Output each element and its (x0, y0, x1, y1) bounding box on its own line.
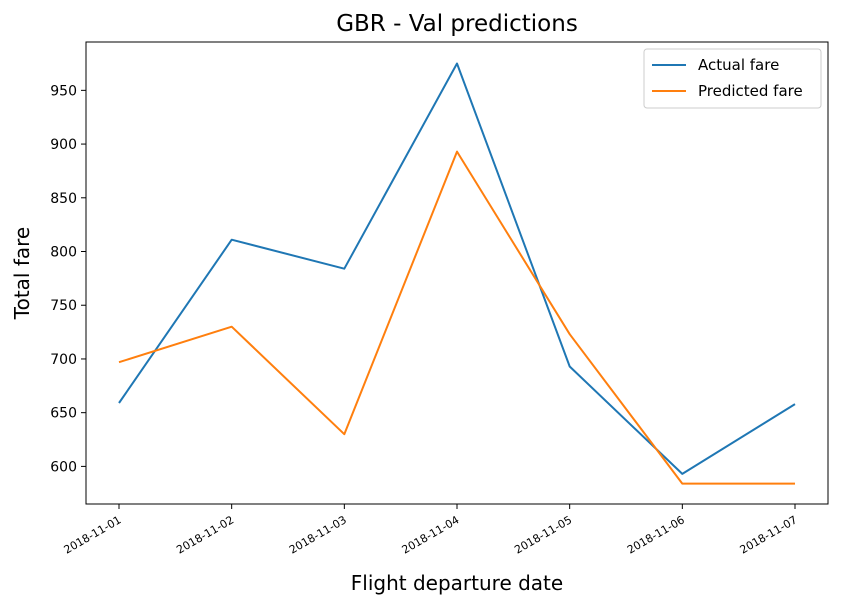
x-axis: 2018-11-01 2018-11-02 2018-11-03 2018-11-04… (62, 504, 800, 557)
y-axis-label: Total fare (10, 227, 34, 320)
x-tick-label: 2018-11-01 (62, 513, 124, 556)
series-line-predicted-fare (118, 150, 795, 485)
series-line-actual-fare (118, 62, 796, 475)
y-tick-label: 600 (50, 459, 77, 475)
x-tick-label: 2018-11-05 (512, 513, 574, 556)
x-tick-label: 2018-11-04 (400, 513, 462, 556)
y-tick-label: 850 (50, 191, 77, 207)
y-tick-label: 750 (50, 298, 77, 314)
y-tick-label: 800 (50, 245, 77, 261)
y-axis: 600 650 700 750 800 850 900 950 (50, 83, 86, 475)
x-tick-label: 2018-11-07 (738, 513, 800, 556)
y-tick-label: 700 (50, 352, 77, 368)
legend-box (643, 48, 822, 109)
x-tick-label: 2018-11-06 (625, 513, 687, 556)
chart-title: GBR - Val predictions (336, 11, 578, 37)
plot-area (85, 41, 829, 505)
legend: Actual fare Predicted fare (643, 48, 822, 109)
y-tick-label: 650 (50, 406, 77, 422)
x-tick-label: 2018-11-03 (287, 513, 349, 556)
legend-entry-label: Actual fare (698, 56, 779, 74)
legend-entry-label: Predicted fare (698, 82, 803, 100)
series-layer (118, 62, 796, 485)
y-tick-label: 900 (50, 137, 77, 153)
y-tick-label: 950 (50, 83, 77, 99)
plot-frame (85, 41, 829, 505)
x-tick-label: 2018-11-02 (174, 513, 236, 556)
x-axis-label: Flight departure date (351, 571, 563, 595)
